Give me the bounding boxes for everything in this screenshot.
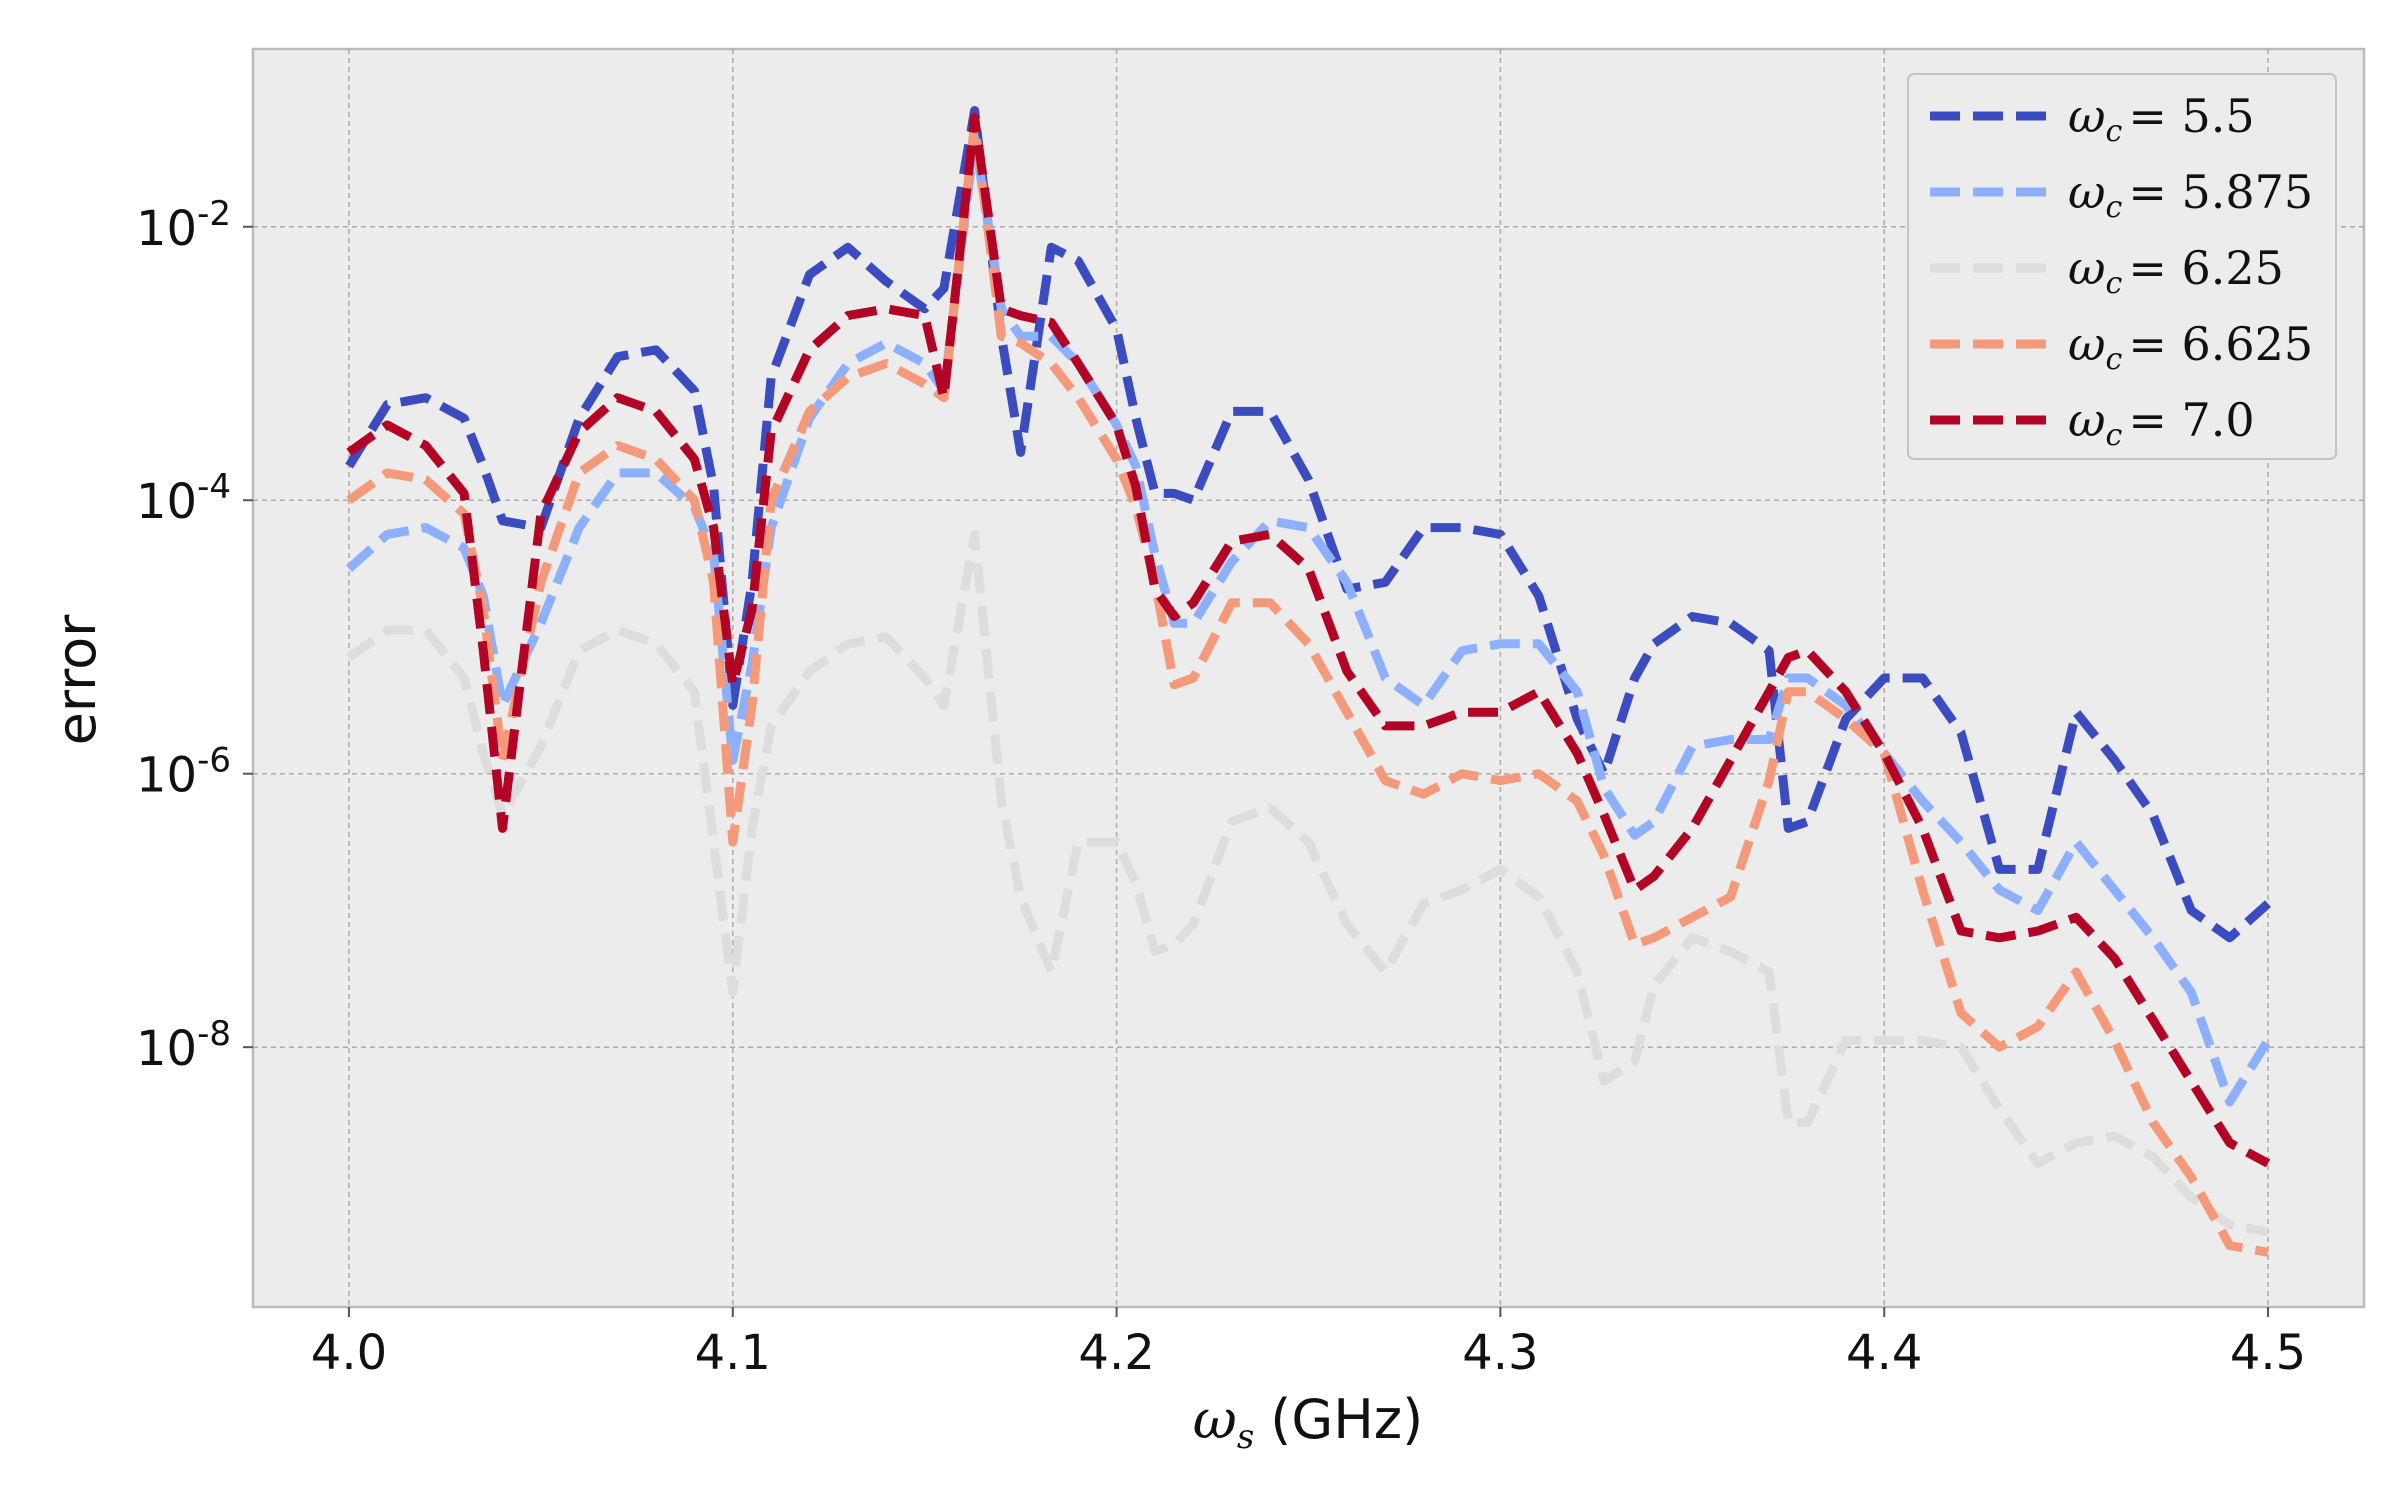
x-tick-label: 4.3 — [1462, 1325, 1538, 1381]
legend-subscript: c — [2106, 342, 2123, 377]
y-tick-label: 10-6 — [136, 741, 231, 804]
y-tick-label: 10-4 — [136, 467, 231, 530]
y-tick-base: 10 — [136, 748, 197, 804]
legend-label: ωc = 5.875 — [2068, 165, 2313, 225]
legend-subscript: c — [2106, 418, 2123, 453]
legend-label: ωc = 7.0 — [2068, 393, 2255, 453]
y-tick-base: 10 — [136, 201, 197, 257]
x-tick-label: 4.5 — [2230, 1325, 2306, 1381]
legend-value: = 6.25 — [2128, 241, 2284, 295]
x-axis-label: ωs (GHz) — [1193, 1388, 1423, 1457]
x-tick-label: 4.4 — [1846, 1325, 1922, 1381]
legend-symbol: ω — [2068, 165, 2106, 219]
y-tick-exponent: -8 — [197, 1014, 231, 1054]
x-tick-label: 4.1 — [695, 1325, 771, 1381]
legend-label: ωc = 5.5 — [2068, 89, 2255, 149]
legend-subscript: c — [2106, 114, 2123, 149]
y-tick-exponent: -4 — [197, 467, 231, 507]
legend-label: ωc = 6.625 — [2068, 317, 2313, 377]
legend-value: = 6.625 — [2128, 317, 2313, 371]
legend-symbol: ω — [2068, 241, 2106, 295]
y-tick-exponent: -2 — [197, 194, 231, 234]
series-line — [346, 119, 2269, 1257]
legend-subscript: c — [2106, 190, 2123, 225]
y-tick-label: 10-8 — [136, 1014, 231, 1077]
y-tick-base: 10 — [136, 474, 197, 530]
y-tick-base: 10 — [136, 1021, 197, 1077]
legend-subscript: c — [2106, 266, 2123, 301]
x-axis-subscript: s — [1237, 1417, 1254, 1457]
legend-value: = 5.5 — [2128, 89, 2254, 143]
y-tick-exponent: -6 — [197, 741, 231, 781]
x-axis-unit: (GHz) — [1270, 1388, 1423, 1451]
legend-symbol: ω — [2068, 317, 2106, 371]
x-tick-labels: 4.0 4.1 4.2 4.3 4.4 4.5 — [311, 1325, 2306, 1381]
y-axis-label: error — [45, 614, 108, 746]
x-axis-symbol: ω — [1193, 1388, 1237, 1451]
legend-box — [1907, 73, 2337, 460]
x-tick-label: 4.2 — [1078, 1325, 1154, 1381]
legend-value: = 5.875 — [2128, 165, 2313, 219]
x-tick-label: 4.0 — [311, 1325, 387, 1381]
series-line — [346, 112, 2271, 1168]
series-line — [346, 529, 2269, 1237]
series-line — [345, 106, 2271, 943]
legend-label: ωc = 6.25 — [2068, 241, 2284, 301]
legend-symbol: ω — [2068, 393, 2106, 447]
y-tick-label: 10-2 — [136, 194, 231, 257]
legend-symbol: ω — [2068, 89, 2106, 143]
series-lines — [345, 106, 2272, 1257]
y-tick-labels: 10-810-610-410-2 — [136, 194, 231, 1077]
legend-value: = 7.0 — [2128, 393, 2254, 447]
